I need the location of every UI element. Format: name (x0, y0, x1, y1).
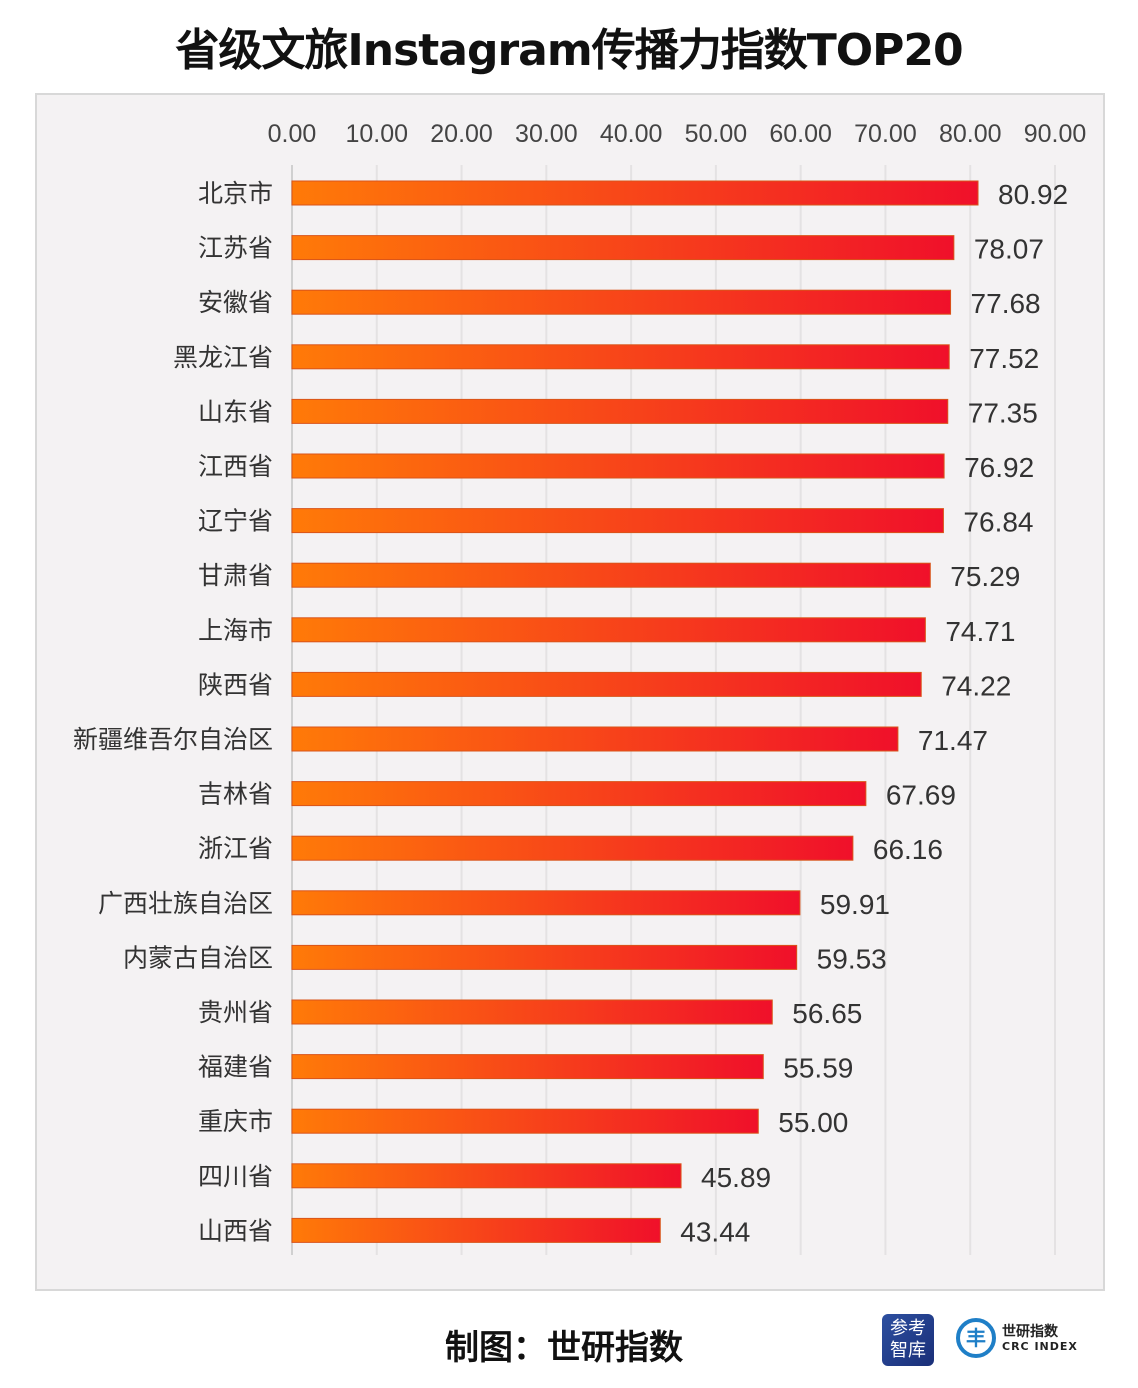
value-label: 55.59 (783, 1053, 853, 1084)
x-tick-label: 60.00 (769, 120, 832, 148)
x-tick-label: 30.00 (515, 120, 578, 148)
bar (291, 671, 922, 697)
globe-icon: 丰 (956, 1318, 996, 1358)
category-label: 辽宁省 (198, 507, 273, 536)
bar-chart: 0.00 10.00 20.00 30.00 40.00 50.00 60.00 70.00 8… (35, 93, 1105, 1291)
x-tick-label: 40.00 (600, 120, 663, 148)
bar (291, 508, 944, 534)
cankao-zhiku-logo: 参考智库 (882, 1314, 934, 1366)
category-label: 江西省 (198, 452, 273, 481)
category-label: 福建省 (198, 1053, 273, 1082)
category-label: 甘肃省 (198, 561, 273, 590)
category-label: 吉林省 (198, 780, 273, 809)
bar (291, 1054, 764, 1080)
category-label: 安徽省 (198, 288, 273, 317)
value-label: 59.53 (817, 943, 887, 974)
category-label: 四川省 (198, 1162, 273, 1191)
category-label: 新疆维吾尔自治区 (73, 725, 273, 754)
bar (291, 562, 931, 588)
value-label: 77.68 (971, 288, 1041, 319)
logo1-text: 参考智库 (890, 1318, 926, 1361)
value-label: 74.71 (945, 616, 1015, 647)
value-label: 55.00 (778, 1107, 848, 1138)
logo2-en: CRC INDEX (1002, 1339, 1078, 1353)
value-label: 66.16 (873, 834, 943, 865)
x-tick-label: 70.00 (854, 120, 917, 148)
x-tick-label: 50.00 (685, 120, 748, 148)
bar (291, 289, 952, 315)
value-label: 78.07 (974, 234, 1044, 265)
category-label: 重庆市 (198, 1107, 273, 1136)
bar (291, 781, 867, 807)
bar (291, 344, 950, 370)
x-tick-label: 10.00 (345, 120, 408, 148)
bar (291, 944, 798, 970)
value-label: 77.35 (968, 397, 1038, 428)
x-tick-label: 90.00 (1024, 120, 1087, 148)
value-label: 80.92 (998, 179, 1068, 210)
category-label: 黑龙江省 (173, 343, 273, 372)
value-label: 59.91 (820, 889, 890, 920)
category-label: 山西省 (198, 1216, 273, 1245)
value-label: 67.69 (886, 780, 956, 811)
bar (291, 617, 926, 643)
value-label: 71.47 (918, 725, 988, 756)
category-label: 江苏省 (198, 234, 273, 263)
x-tick-label: 20.00 (430, 120, 493, 148)
value-label: 74.22 (941, 670, 1011, 701)
bar (291, 726, 899, 752)
category-label: 陕西省 (198, 670, 273, 699)
chart-title: 省级文旅Instagram传播力指数TOP20 (175, 25, 963, 76)
category-label: 浙江省 (198, 834, 273, 863)
bar (291, 1217, 661, 1243)
x-tick-label: 80.00 (939, 120, 1002, 148)
category-label: 上海市 (198, 616, 273, 645)
bar (291, 890, 801, 916)
category-label: 山东省 (198, 397, 273, 426)
value-label: 76.84 (963, 507, 1033, 538)
bar (291, 180, 979, 206)
value-label: 76.92 (964, 452, 1034, 483)
value-label: 56.65 (792, 998, 862, 1029)
category-label: 贵州省 (198, 998, 273, 1027)
category-label: 广西壮族自治区 (98, 889, 273, 918)
bar (291, 1108, 759, 1134)
crc-index-logo: 丰 世研指数 CRC INDEX (956, 1318, 1078, 1358)
category-label: 北京市 (198, 179, 273, 208)
credit-text: 制图：世研指数 (445, 1328, 683, 1368)
value-label: 45.89 (701, 1162, 771, 1193)
category-label: 内蒙古自治区 (123, 943, 273, 972)
value-label: 77.52 (969, 343, 1039, 374)
bar (291, 398, 949, 424)
bar (291, 235, 955, 261)
bar (291, 1163, 682, 1189)
bar (291, 999, 773, 1025)
x-tick-label: 0.00 (268, 120, 317, 148)
logo2-cn: 世研指数 (1002, 1323, 1058, 1340)
value-label: 43.44 (680, 1216, 750, 1247)
bar (291, 453, 945, 479)
value-label: 75.29 (950, 561, 1020, 592)
bar (291, 835, 854, 861)
